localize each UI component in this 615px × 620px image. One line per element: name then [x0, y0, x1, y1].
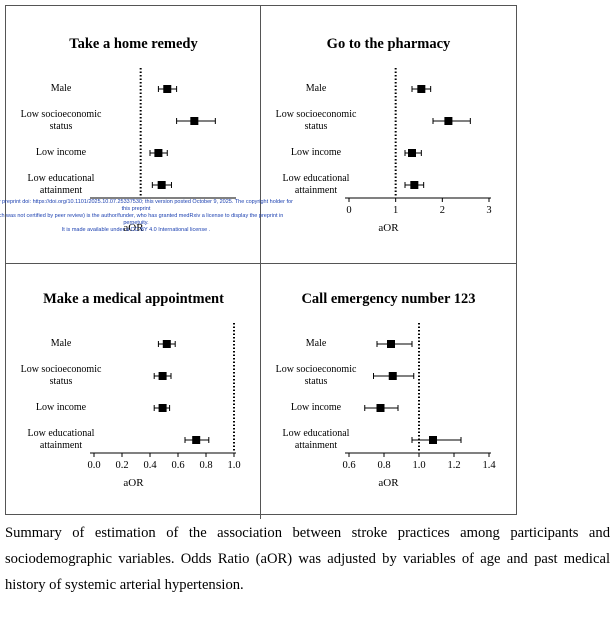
panel-title: Make a medical appointment: [43, 291, 224, 307]
category-label: Low income: [35, 147, 87, 158]
point-estimate: [157, 181, 166, 189]
category-label: Low socioeconomic status: [275, 364, 357, 387]
point-estimate: [388, 372, 397, 380]
point-estimate: [190, 117, 199, 125]
x-tick-label: 1.2: [447, 460, 461, 471]
panel: Make a medical appointment 0.0 0.2 0.4 0.6 0.…: [6, 261, 261, 519]
watermark-line: It is made available under a CC-BY 4.0 I…: [61, 227, 211, 233]
point-estimate: [162, 340, 171, 348]
x-tick-label: 0.4: [143, 460, 157, 471]
category-label: Male: [50, 83, 72, 94]
point-estimate: [192, 436, 201, 444]
panel-title: Take a home remedy: [69, 36, 198, 52]
category-label: Low income: [290, 147, 342, 158]
point-estimate: [158, 372, 167, 380]
watermark: medRxiv preprint doi: https://doi.org/10…: [0, 199, 296, 234]
x-tick-label: 0.6: [171, 460, 185, 471]
x-tick-label: 1.0: [412, 460, 426, 471]
x-axis-label: aOR: [123, 222, 144, 234]
watermark-line: medRxiv preprint doi: https://doi.org/10…: [0, 199, 293, 212]
point-estimate: [376, 404, 385, 412]
category-label: Low income: [290, 402, 342, 413]
x-tick-label: 1: [393, 205, 399, 216]
x-tick-label: 0: [346, 205, 352, 216]
x-tick-label: 2: [439, 205, 445, 216]
x-tick-label: 0.0: [87, 460, 101, 471]
category-label: Low socioeconomic status: [275, 109, 357, 132]
plot: [345, 323, 491, 457]
panel: Go to the pharmacy 0 1 2 3 aOR Male Low socioec…: [261, 6, 516, 264]
panel-title: Call emergency number 123: [301, 291, 476, 307]
x-tick-label: 1.4: [482, 460, 496, 471]
category-label: Low educational attainment: [27, 173, 95, 196]
x-tick-label: 0.8: [377, 460, 391, 471]
figure: Take a home remedy aOR Male Low socioeconom…: [0, 5, 517, 519]
point-estimate: [387, 340, 395, 348]
category-label: Low income: [35, 402, 87, 413]
panel: Take a home remedy aOR Male Low socioeconom…: [6, 6, 261, 264]
point-estimate: [158, 404, 167, 412]
point-estimate: [163, 85, 172, 93]
x-tick-label: 1.0: [227, 460, 241, 471]
x-axis-label: aOR: [378, 477, 399, 489]
category-label: Male: [305, 83, 327, 94]
x-tick-label: 0.6: [342, 460, 356, 471]
category-label: Low socioeconomic status: [20, 109, 102, 132]
category-label: Male: [50, 338, 72, 349]
panel-title: Go to the pharmacy: [326, 36, 451, 52]
plot: [90, 68, 236, 199]
x-tick-label: 0.8: [199, 460, 213, 471]
point-estimate: [444, 117, 453, 125]
category-label: Low educational attainment: [282, 173, 350, 196]
category-label: Low educational attainment: [282, 428, 350, 451]
category-label: Male: [305, 338, 327, 349]
plot: [345, 68, 491, 202]
panel: Call emergency number 123 0.6 0.8 1.0 1.2 1.4…: [261, 261, 516, 519]
category-label: Low educational attainment: [27, 428, 95, 451]
x-tick-label: 0.2: [115, 460, 129, 471]
point-estimate: [429, 436, 437, 444]
x-axis-label: aOR: [378, 222, 399, 234]
x-tick-label: 3: [486, 205, 492, 216]
watermark-line: (which was not certified by peer review)…: [0, 213, 284, 226]
category-label: Low socioeconomic status: [20, 364, 102, 387]
point-estimate: [417, 85, 426, 93]
point-estimate: [408, 149, 416, 157]
point-estimate: [410, 181, 419, 189]
point-estimate: [154, 149, 163, 157]
x-axis-label: aOR: [123, 477, 144, 489]
caption: Summary of estimation of the association…: [5, 525, 610, 593]
plot: [90, 323, 236, 457]
